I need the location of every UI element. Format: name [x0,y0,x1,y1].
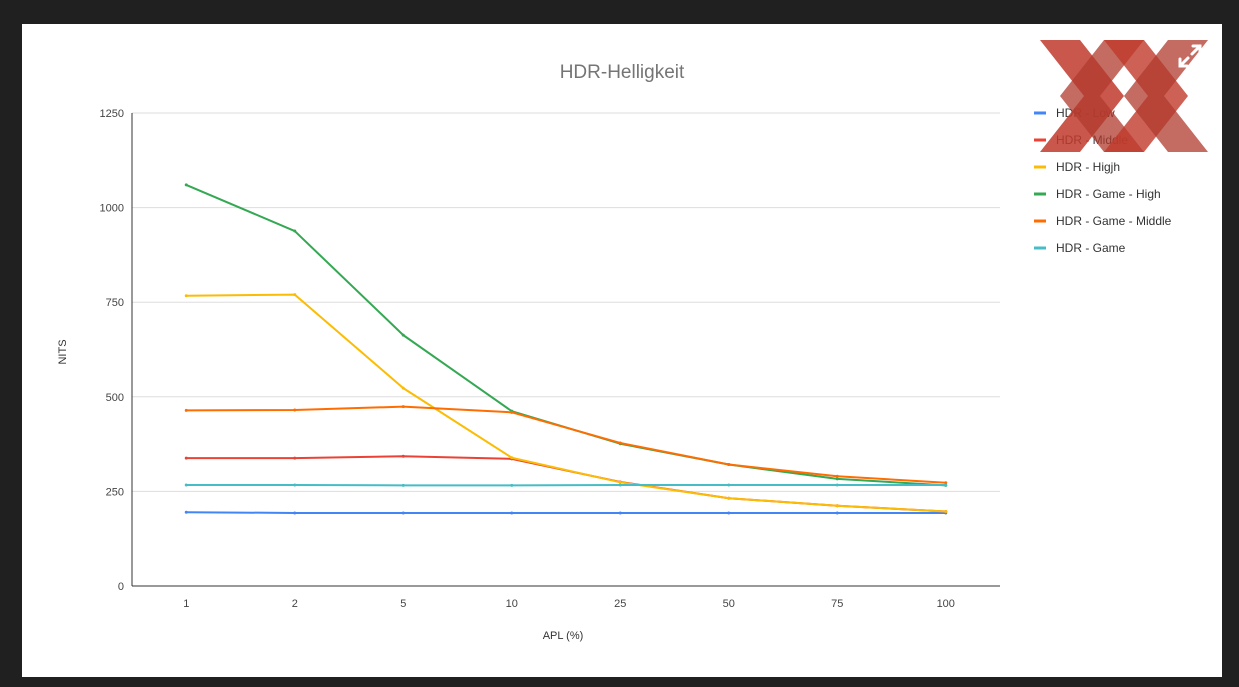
data-point [727,483,731,487]
data-point [510,483,514,487]
series-lines [184,183,948,515]
watermark-logo [1040,40,1208,152]
y-axis-label: NITS [57,339,69,364]
data-point [293,293,297,297]
data-point [184,408,188,412]
x-tick-label: 5 [400,598,406,610]
data-point [293,456,297,460]
data-point [401,386,405,390]
data-point [510,456,514,460]
chart-card: 0 250 500 750 1000 1250 1 2 5 10 25 50 75 100 HDR-Hel… [22,24,1222,677]
data-point [184,294,188,298]
legend-label: HDR - Game - Middle [1056,214,1172,228]
data-point [835,504,839,508]
x-tick-label: 2 [292,598,298,610]
x-tick-label: 50 [723,598,735,610]
y-tick-label: 500 [106,392,124,404]
x-tick-label: 1 [183,598,189,610]
data-point [401,483,405,487]
data-point [401,333,405,337]
data-point [944,483,948,487]
data-point [835,511,839,515]
series-line [186,455,946,513]
y-tick-label: 0 [118,581,124,593]
data-point [184,183,188,187]
data-point [293,408,297,412]
legend-item: HDR - Game - Middle [1034,214,1172,228]
legend-item: HDR - Game - High [1034,187,1161,201]
legend-item: HDR - Higjh [1034,160,1120,174]
data-point [401,454,405,458]
data-point [618,480,622,484]
y-tick-label: 750 [106,297,124,309]
legend-label: HDR - Game [1056,241,1126,255]
data-point [944,481,948,485]
expand-icon[interactable] [1176,42,1204,70]
data-point [293,483,297,487]
data-point [618,511,622,515]
legend-label: HDR - Higjh [1056,160,1120,174]
x-tick-label: 100 [937,598,955,610]
data-point [293,229,297,233]
data-point [618,441,622,445]
y-tick-label: 250 [106,486,124,498]
gridlines [132,112,1000,492]
series-line [186,293,946,513]
data-point [510,410,514,414]
x-axis-label: APL (%) [543,630,584,642]
data-point [835,474,839,478]
y-tick-label: 1000 [100,203,124,215]
data-point [835,477,839,481]
data-point [944,509,948,513]
series-line [185,183,946,487]
data-point [618,483,622,487]
data-point [510,511,514,515]
legend-item: HDR - Game [1034,241,1126,255]
series-line [186,511,946,514]
data-point [184,510,188,514]
data-point [835,483,839,487]
data-point [401,511,405,515]
x-tick-label: 75 [831,598,843,610]
data-point [293,511,297,515]
legend-label: HDR - Game - High [1056,187,1161,201]
x-tick-label: 25 [614,598,626,610]
data-point [727,463,731,467]
y-tick-label: 1250 [100,108,124,120]
data-point [184,483,188,487]
data-point [727,511,731,515]
chart-title: HDR-Helligkeit [560,62,685,83]
x-tick-label: 10 [506,598,518,610]
data-point [727,496,731,500]
data-point [184,456,188,460]
data-point [401,405,405,409]
series-line [186,405,946,484]
